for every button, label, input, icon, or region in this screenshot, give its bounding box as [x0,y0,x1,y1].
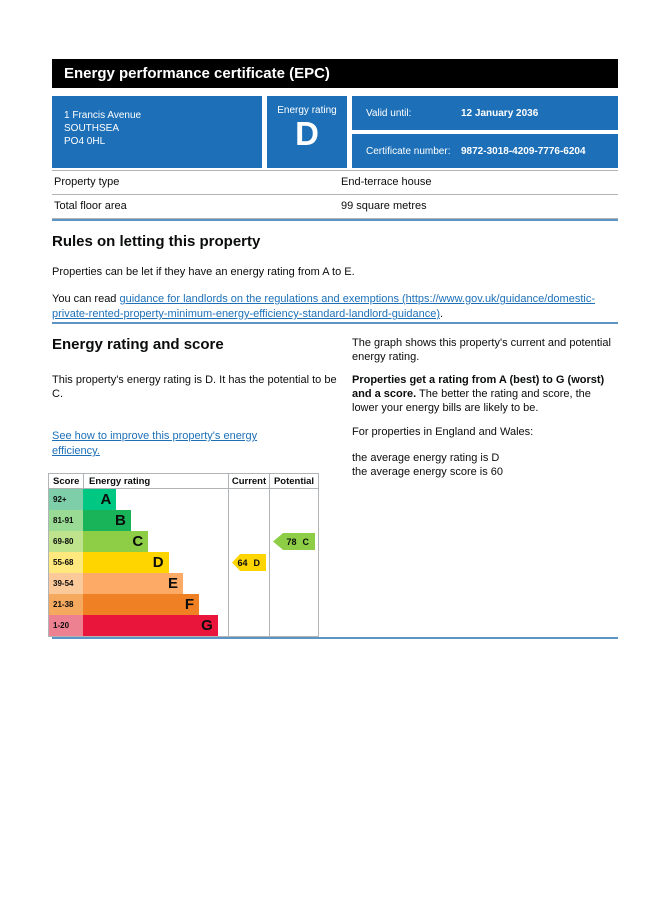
chart-band-row: F [83,594,228,615]
improve-link-wrap: See how to improve this property's energ… [52,429,307,459]
section-divider [52,322,618,324]
rating-heading: Energy rating and score [52,336,224,353]
chart-score-range: 1-20 [49,615,83,636]
certificate-number-value: 9872-3018-4209-7776-6204 [461,145,586,157]
certificate-number-label: Certificate number: [366,145,451,157]
landlord-guidance-link[interactable]: guidance for landlords on the regulation… [52,293,595,320]
chart-band-bar-d: D [83,552,169,573]
chart-score-range: 39-54 [49,573,83,594]
property-type-label: Property type [54,176,120,188]
chart-score-range: 21-38 [49,594,83,615]
rating-explainer-rest: The better the rating and score, the low… [352,388,591,414]
chart-band-row: G [83,615,228,636]
rating-intro: This property's energy rating is D. It h… [52,374,337,400]
potential-rating-arrow: 78 C [273,533,315,550]
valid-until-label: Valid until: [366,107,412,119]
chart-header-current: Current [228,474,269,489]
rating-explainer: Properties get a rating from A (best) to… [352,373,618,415]
chart-band-bar-a: A [83,489,117,510]
chart-score-range: 92+ [49,489,83,510]
chart-score-range: 81-91 [49,510,83,531]
energy-rating-label: Energy rating [277,105,337,116]
chart-band-row: D [83,552,228,573]
rules-paragraph: Properties can be let if they have an en… [52,266,355,278]
epc-chart-grid: Score Energy rating Current Potential 64… [48,473,319,637]
england-wales-intro: For properties in England and Wales: [352,426,534,438]
epc-certificate-page: Energy performance certificate (EPC) 1 F… [48,59,618,639]
section-divider [52,637,618,639]
average-rating-line: the average energy rating is D [352,452,500,464]
chart-band-bar-c: C [83,531,149,552]
certificate-number-row: Certificate number: 9872-3018-4209-7776-… [352,134,618,168]
address-line-1: 1 Francis Avenue [64,110,142,121]
certificate-summary: 1 Francis Avenue SOUTHSEA PO4 0HL Energy… [52,96,618,168]
property-details-table: Property type End-terrace house Total fl… [52,170,618,219]
property-address: 1 Francis Avenue SOUTHSEA PO4 0HL [52,96,262,168]
average-stats: the average energy rating is D the avera… [352,451,618,479]
current-rating-column: 64 D [228,489,269,636]
address-line-3: PO4 0HL [64,136,106,147]
table-row: Property type End-terrace house [52,170,618,194]
chart-band-row: E [83,573,228,594]
potential-rating-column: 78 C [269,489,318,636]
rating-left-column: Energy rating and score This property's … [48,336,337,637]
chart-band-row: C [83,531,228,552]
energy-rating-value: D [295,115,319,152]
validity-panel: Valid until: 12 January 2036 Certificate… [352,96,618,168]
page-title: Energy performance certificate (EPC) [52,59,618,88]
chart-header-score: Score [49,474,83,489]
rating-explainer-bold: Properties get a rating from A (best) to… [352,374,605,400]
rules-heading: Rules on letting this property [52,233,261,250]
floor-area-label: Total floor area [54,200,127,212]
valid-until-value: 12 January 2036 [461,107,539,119]
chart-header-potential: Potential [269,474,318,489]
rating-right-column: The graph shows this property's current … [352,336,618,479]
potential-band: C [302,536,310,547]
epc-rating-chart: Score Energy rating Current Potential 64… [48,473,319,637]
improve-efficiency-link[interactable]: See how to improve this property's energ… [52,430,258,457]
chart-score-range: 55-68 [49,552,83,573]
valid-until-row: Valid until: 12 January 2036 [352,96,618,130]
current-band: D [253,557,261,568]
guidance-link-suffix: . [440,308,444,320]
chart-score-range: 69-80 [49,531,83,552]
current-score: 64 [237,557,248,568]
energy-rating-section: Energy rating and score This property's … [48,336,618,637]
chart-band-bar-b: B [83,510,131,531]
table-row: Total floor area 99 square metres [52,194,618,219]
chart-band-row: B [83,510,228,531]
section-divider [52,219,618,221]
chart-band-bar-e: E [83,573,184,594]
rules-guidance-paragraph: You can read guidance for landlords on t… [52,292,618,322]
average-score-line: the average energy score is 60 [352,466,504,478]
guidance-link-prefix: You can read [52,293,120,305]
floor-area-value: 99 square metres [341,200,427,212]
chart-band-bar-g: G [83,615,218,636]
current-rating-arrow: 64 D [232,554,266,571]
chart-band-bar-f: F [83,594,199,615]
address-line-2: SOUTHSEA [64,123,120,134]
potential-score: 78 [286,536,297,547]
property-type-value: End-terrace house [341,176,432,188]
chart-header-energy-rating: Energy rating [83,474,228,489]
energy-rating-box: Energy rating D [267,96,347,168]
chart-band-row: A [83,489,228,510]
graph-explainer: The graph shows this property's current … [352,337,611,363]
